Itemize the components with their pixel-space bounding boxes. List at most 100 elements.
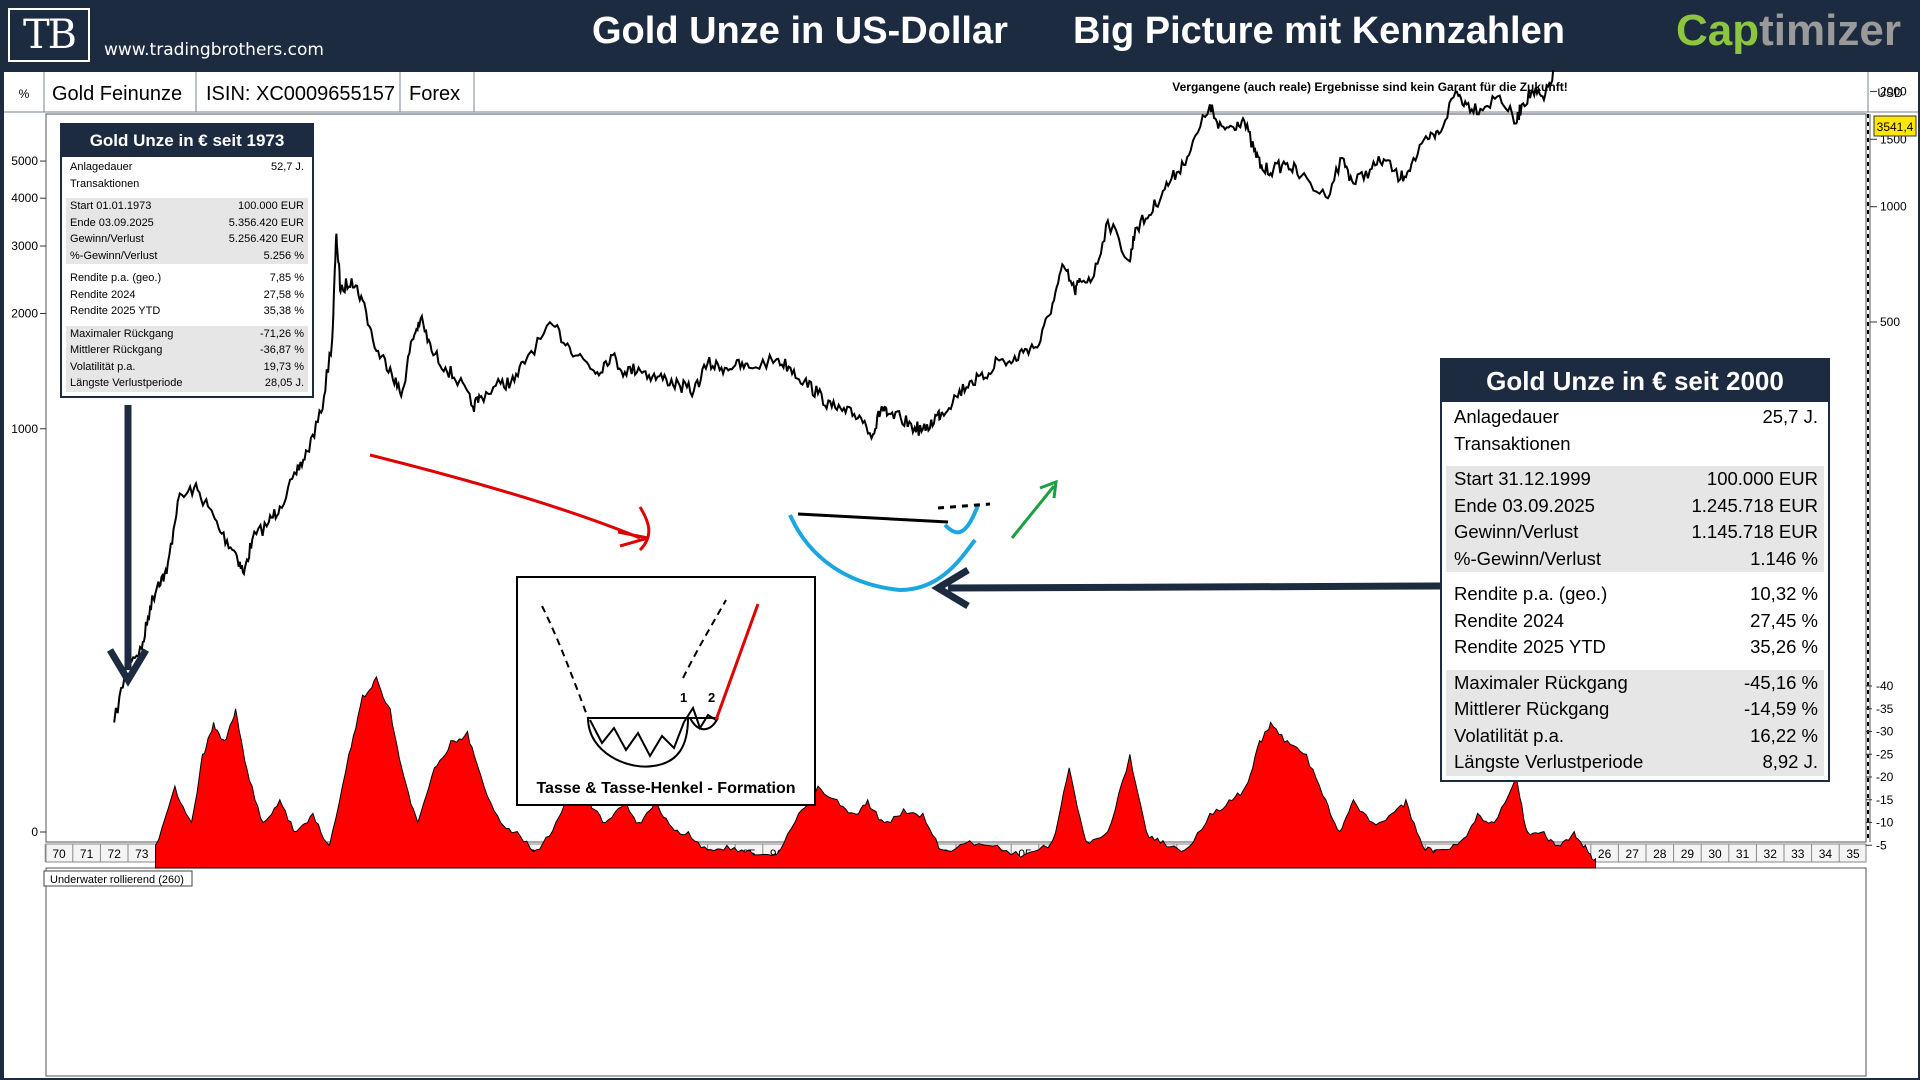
stats-value: 28,05 J. <box>264 377 304 389</box>
sketch-mark-1: 1 <box>680 690 687 705</box>
cup-and-handle-sketch: 1 2 <box>541 599 760 768</box>
stats-value: 7,85 % <box>269 272 304 284</box>
site-url: www.tradingbrothers.com <box>104 40 324 60</box>
stats-row: Mittlerer Rückgang -14,59 % <box>1446 696 1824 723</box>
stats-row: Transaktionen <box>1446 431 1824 458</box>
stats-value: -14,59 % <box>1743 698 1818 719</box>
stats-value: 27,45 % <box>1750 609 1818 631</box>
cup-and-handle-label: Tasse & Tasse-Henkel - Formation <box>536 780 796 797</box>
stats-value: 10,32 % <box>1750 583 1818 604</box>
stats-label: Start 31.12.1999 <box>1454 468 1591 489</box>
stats-2000-body: Anlagedauer 25,7 J. Transaktionen Start 31.… <box>1442 402 1828 780</box>
underwater-y-tick-label: -40 <box>1876 679 1894 693</box>
stats-label: Mittlerer Rückgang <box>1454 698 1610 719</box>
stats-row: Start 31.12.1999 100.000 EUR <box>1446 466 1824 493</box>
rim-extension-line <box>937 502 991 510</box>
stats-value: 5.256 % <box>263 249 304 262</box>
stats-value: 8,92 J. <box>1762 751 1818 772</box>
stats-label: Start 01.01.1973 <box>70 200 152 212</box>
underwater-area <box>155 675 1596 869</box>
x-tick-label: 71 <box>80 847 94 861</box>
sketch-right-dashed <box>682 599 727 679</box>
captimizer-logo: Captimizer <box>1676 6 1901 56</box>
stats-value: 100.000 EUR <box>1706 468 1818 489</box>
x-tick-label: 30 <box>1708 847 1722 861</box>
stats-label: Rendite 2025 YTD <box>1454 636 1606 657</box>
stats-label: Rendite 2024 <box>70 288 136 301</box>
stats-row: Längste Verlustperiode 28,05 J. <box>66 375 308 392</box>
underwater-y-tick-label: -25 <box>1876 747 1894 761</box>
x-tick-label: 73 <box>135 847 149 861</box>
x-tick-label: 32 <box>1764 847 1778 861</box>
stats-row: Rendite 2025 YTD 35,38 % <box>66 303 308 320</box>
stats-row: Maximaler Rückgang -45,16 % <box>1446 669 1824 696</box>
stats-label: Ende 03.09.2025 <box>1454 494 1595 516</box>
stats-label: %-Gewinn/Verlust <box>70 249 158 262</box>
stats-row: Rendite 2025 YTD 35,26 % <box>1446 634 1824 661</box>
sketch-left-dashed <box>541 605 589 719</box>
right-y-tick-label: 500 <box>1880 315 1900 329</box>
unit-right-label: USD <box>1877 86 1903 100</box>
stats-label: Anlagedauer <box>1454 406 1559 427</box>
stats-label: Rendite 2024 <box>1454 609 1565 631</box>
group-separator <box>66 192 308 198</box>
underwater-legend: Underwater rollierend (260) <box>50 874 184 886</box>
last-price-value: 3541,4 <box>1877 120 1914 134</box>
stats-row: Längste Verlustperiode 8,92 J. <box>1446 749 1824 776</box>
stats-row: Rendite 2024 27,58 % <box>66 287 308 304</box>
downtrend-end-hook <box>638 506 651 552</box>
stats-value: 16,22 % <box>1750 724 1818 746</box>
cup-and-handle-diagram: 1 2 Tasse & Tasse-Henkel - Formation <box>516 576 816 806</box>
stats-label: Rendite 2025 YTD <box>70 305 161 317</box>
stats-row: Rendite p.a. (geo.) 10,32 % <box>1446 581 1824 608</box>
underwater-y-tick-label: -30 <box>1876 725 1894 739</box>
left-y-tick-label: 4000 <box>11 191 38 205</box>
stats-row: %-Gewinn/Verlust 5.256 % <box>66 247 308 264</box>
price-plot-frame <box>45 113 1867 843</box>
chart-title: Gold Unze in US-Dollar <box>592 10 1008 52</box>
handle-curve <box>943 504 980 535</box>
stats-row: Ende 03.09.2025 1.245.718 EUR <box>1446 492 1824 519</box>
stats-row: Mittlerer Rückgang -36,87 % <box>66 342 308 359</box>
stats-row: Anlagedauer 25,7 J. <box>1446 404 1824 431</box>
stats-row: %-Gewinn/Verlust 1.146 % <box>1446 545 1824 572</box>
stats-value: 1.245.718 EUR <box>1691 494 1818 516</box>
isin-label: ISIN: XC0009655157 <box>206 83 395 105</box>
stats-value: 19,73 % <box>263 360 304 373</box>
left-y-axis: 5000 4000 3000 2000 1000 0 <box>11 154 46 839</box>
x-tick-label: 26 <box>1598 847 1612 861</box>
stats-table-2000: Gold Unze in € seit 2000 Anlagedauer 25,7… <box>1440 358 1830 782</box>
stats-label: Mittlerer Rückgang <box>70 344 163 356</box>
stats-label: Transaktionen <box>1454 432 1571 454</box>
stats-row: Start 01.01.1973 100.000 EUR <box>66 198 308 215</box>
sketch-mark-2: 2 <box>708 690 715 705</box>
right-y-tick-label: 2000 <box>1880 84 1907 98</box>
underwater-y-tick-label: -20 <box>1876 770 1894 784</box>
stats-label: Längste Verlustperiode <box>70 377 183 389</box>
x-tick-label: 34 <box>1819 847 1833 861</box>
left-y-tick-label: 5000 <box>11 154 38 168</box>
sketch-breakout-line <box>714 603 760 721</box>
stats-value: 25,7 J. <box>1762 406 1818 427</box>
chart-subtitle: Big Picture mit Kennzahlen <box>1073 10 1565 52</box>
left-y-tick-label: 2000 <box>11 306 38 320</box>
group-separator <box>1446 572 1824 581</box>
stats-row: Rendite 2024 27,45 % <box>1446 608 1824 635</box>
breakout-arrowhead <box>1039 479 1058 499</box>
group-separator <box>66 319 308 326</box>
stats-row: Transaktionen <box>66 176 308 193</box>
stats-row: Volatilität p.a. 19,73 % <box>66 358 308 375</box>
brand-part-b: timizer <box>1759 6 1901 55</box>
sketch-handle-curve <box>689 717 719 731</box>
stats-label: Maximaler Rückgang <box>1454 671 1628 693</box>
group-separator <box>1446 457 1824 466</box>
stats-value: 5.256.420 EUR <box>228 233 304 245</box>
stats-value: -71,26 % <box>259 327 304 340</box>
stats-label: Maximaler Rückgang <box>70 327 174 340</box>
pointer-arrow-line <box>947 582 1441 592</box>
x-tick-label: 31 <box>1736 847 1750 861</box>
stats-label: Volatilität p.a. <box>1454 724 1565 746</box>
x-tick-label: 33 <box>1791 847 1805 861</box>
cup-curve <box>788 514 977 593</box>
stats-value: 100.000 EUR <box>237 200 304 212</box>
